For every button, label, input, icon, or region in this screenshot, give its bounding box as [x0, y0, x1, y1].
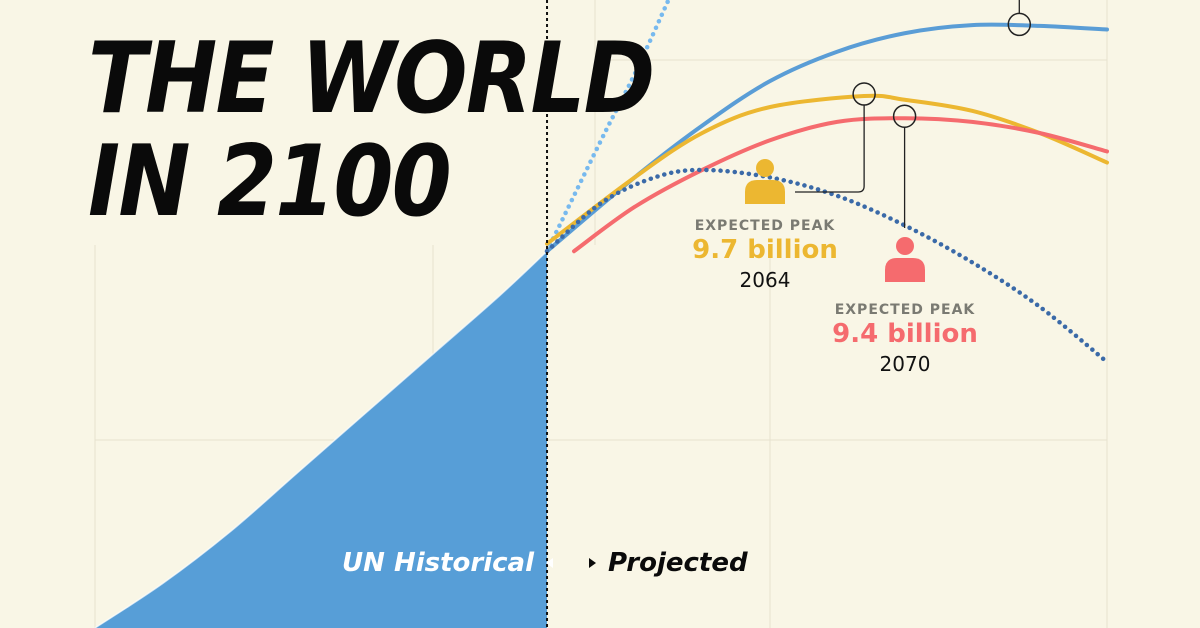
series-line-yellow: [545, 93, 1109, 246]
historical-line: [94, 250, 548, 628]
peak-marker-blue: [1007, 12, 1032, 37]
peak-year: 2064: [739, 268, 791, 292]
era-label-historical: UN Historical: [342, 548, 534, 578]
projection-series: [544, 0, 1110, 365]
page-title: THE WORLD IN 2100: [88, 22, 655, 239]
peak-heading: EXPECTED PEAK: [694, 218, 836, 234]
peak-label-coral: EXPECTED PEAK 9.4 billion 2070: [830, 302, 980, 376]
person-icon: [885, 237, 925, 282]
series-line-light_blue_dotted: [544, 0, 671, 254]
arrow-left-icon: [546, 558, 553, 568]
grid: [94, 0, 1108, 628]
peak-year: 2070: [879, 352, 931, 376]
peak-markers: [795, 0, 1032, 228]
peak-label-yellow: EXPECTED PEAK 9.7 billion 2064: [690, 218, 840, 292]
historical-area-fill: [95, 251, 548, 628]
era-label-projected: Projected: [608, 548, 748, 578]
arrow-right-icon: [589, 558, 596, 568]
title-line-1: THE WORLD: [88, 22, 655, 136]
title-line-2: IN 2100: [88, 125, 452, 239]
historical-area: [94, 250, 548, 628]
peak-heading: EXPECTED PEAK: [834, 302, 976, 318]
series-line-coral: [572, 116, 1109, 254]
peak-value: 9.4 billion: [832, 319, 978, 349]
person-icon: [745, 159, 785, 204]
peak-value: 9.7 billion: [692, 235, 838, 265]
series-line-navy_dotted: [544, 167, 1110, 365]
leader-line-yellow: [795, 105, 865, 193]
